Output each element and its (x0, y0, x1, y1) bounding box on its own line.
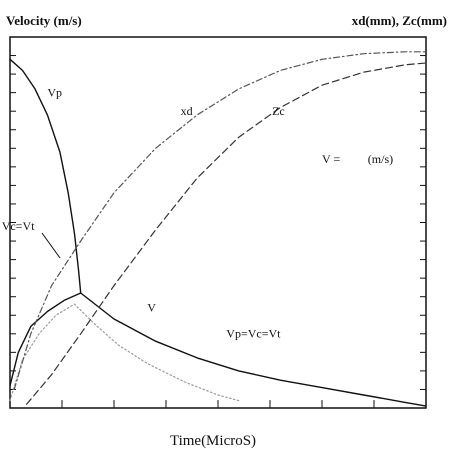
x-axis-title: Time(MicroS) (170, 433, 256, 449)
curve-label: (m/s) (368, 152, 393, 166)
left-axis-ticks (10, 55, 16, 390)
left-axis-title: Velocity (m/s) (6, 13, 82, 28)
series-line-5 (13, 51, 427, 390)
vc-vt-pointer (41, 232, 61, 259)
curve-label: V = (322, 152, 340, 166)
series-line-4 (9, 303, 240, 402)
curve-label: Zc (272, 104, 285, 118)
series-layer (9, 51, 427, 407)
right-axis-ticks (420, 55, 426, 390)
bottom-axis-ticks (61, 400, 375, 408)
curve-label: Vc=Vt (2, 219, 35, 233)
curve-label: V (147, 301, 156, 315)
series-line-3 (9, 292, 82, 387)
curve-label: Vp (47, 85, 62, 99)
series-line-1 (9, 58, 82, 294)
curve-labels-layer: Vp xd Zc V Vp=Vc=Vt Vc=Vt V = (m/s) (2, 85, 393, 340)
curve-label: xd (181, 104, 193, 118)
curve-label: Vp=Vc=Vt (226, 327, 281, 341)
series-line-6 (26, 62, 427, 405)
right-axis-title: xd(mm), Zc(mm) (352, 13, 447, 28)
series-line-2 (80, 292, 427, 407)
